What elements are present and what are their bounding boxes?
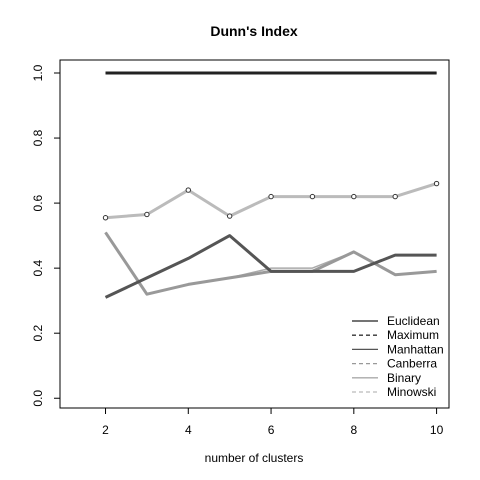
data-point [268,193,274,200]
data-point [351,193,357,200]
y-tick-label: 0.0 [31,390,45,407]
legend-label: Minowski [387,385,436,399]
x-tick-label: 10 [430,423,444,437]
plot-frame [59,59,450,409]
legend-label: Manhattan [387,342,444,356]
y-tick-label: 0.8 [31,129,45,146]
data-point [392,193,398,200]
chart-title: Dunn's Index [210,23,298,39]
legend-label: Euclidean [387,314,440,328]
x-tick-label: 4 [185,423,192,437]
series-layer [102,71,440,299]
series-line-binary [104,231,437,295]
data-point [309,193,316,200]
data-point [185,187,191,193]
x-tick-label: 6 [268,423,275,437]
data-point [226,213,233,219]
x-axis: 2 4 6 8 10 [102,408,444,437]
x-tick-label: 8 [350,423,357,437]
y-tick-label: 0.4 [31,259,45,276]
legend: EuclideanMaximumManhattanCanberraBinaryM… [352,314,444,399]
legend-label: Maximum [387,328,439,342]
data-point [102,215,109,221]
y-tick-label: 0.6 [31,194,45,211]
data-point [433,180,440,187]
series-line-canberra [104,231,437,296]
legend-label: Binary [387,371,421,385]
x-tick-label: 2 [102,423,109,437]
y-tick-label: 0.2 [31,325,45,342]
x-axis-label: number of clusters [205,451,304,465]
series-line-manhattan [104,234,437,299]
y-axis: 0.0 0.2 0.4 0.6 0.8 1.0 [31,64,60,407]
data-point [144,211,150,218]
series-line-minowski [105,182,438,220]
legend-label: Canberra [387,357,437,371]
y-tick-label: 1.0 [31,64,45,81]
